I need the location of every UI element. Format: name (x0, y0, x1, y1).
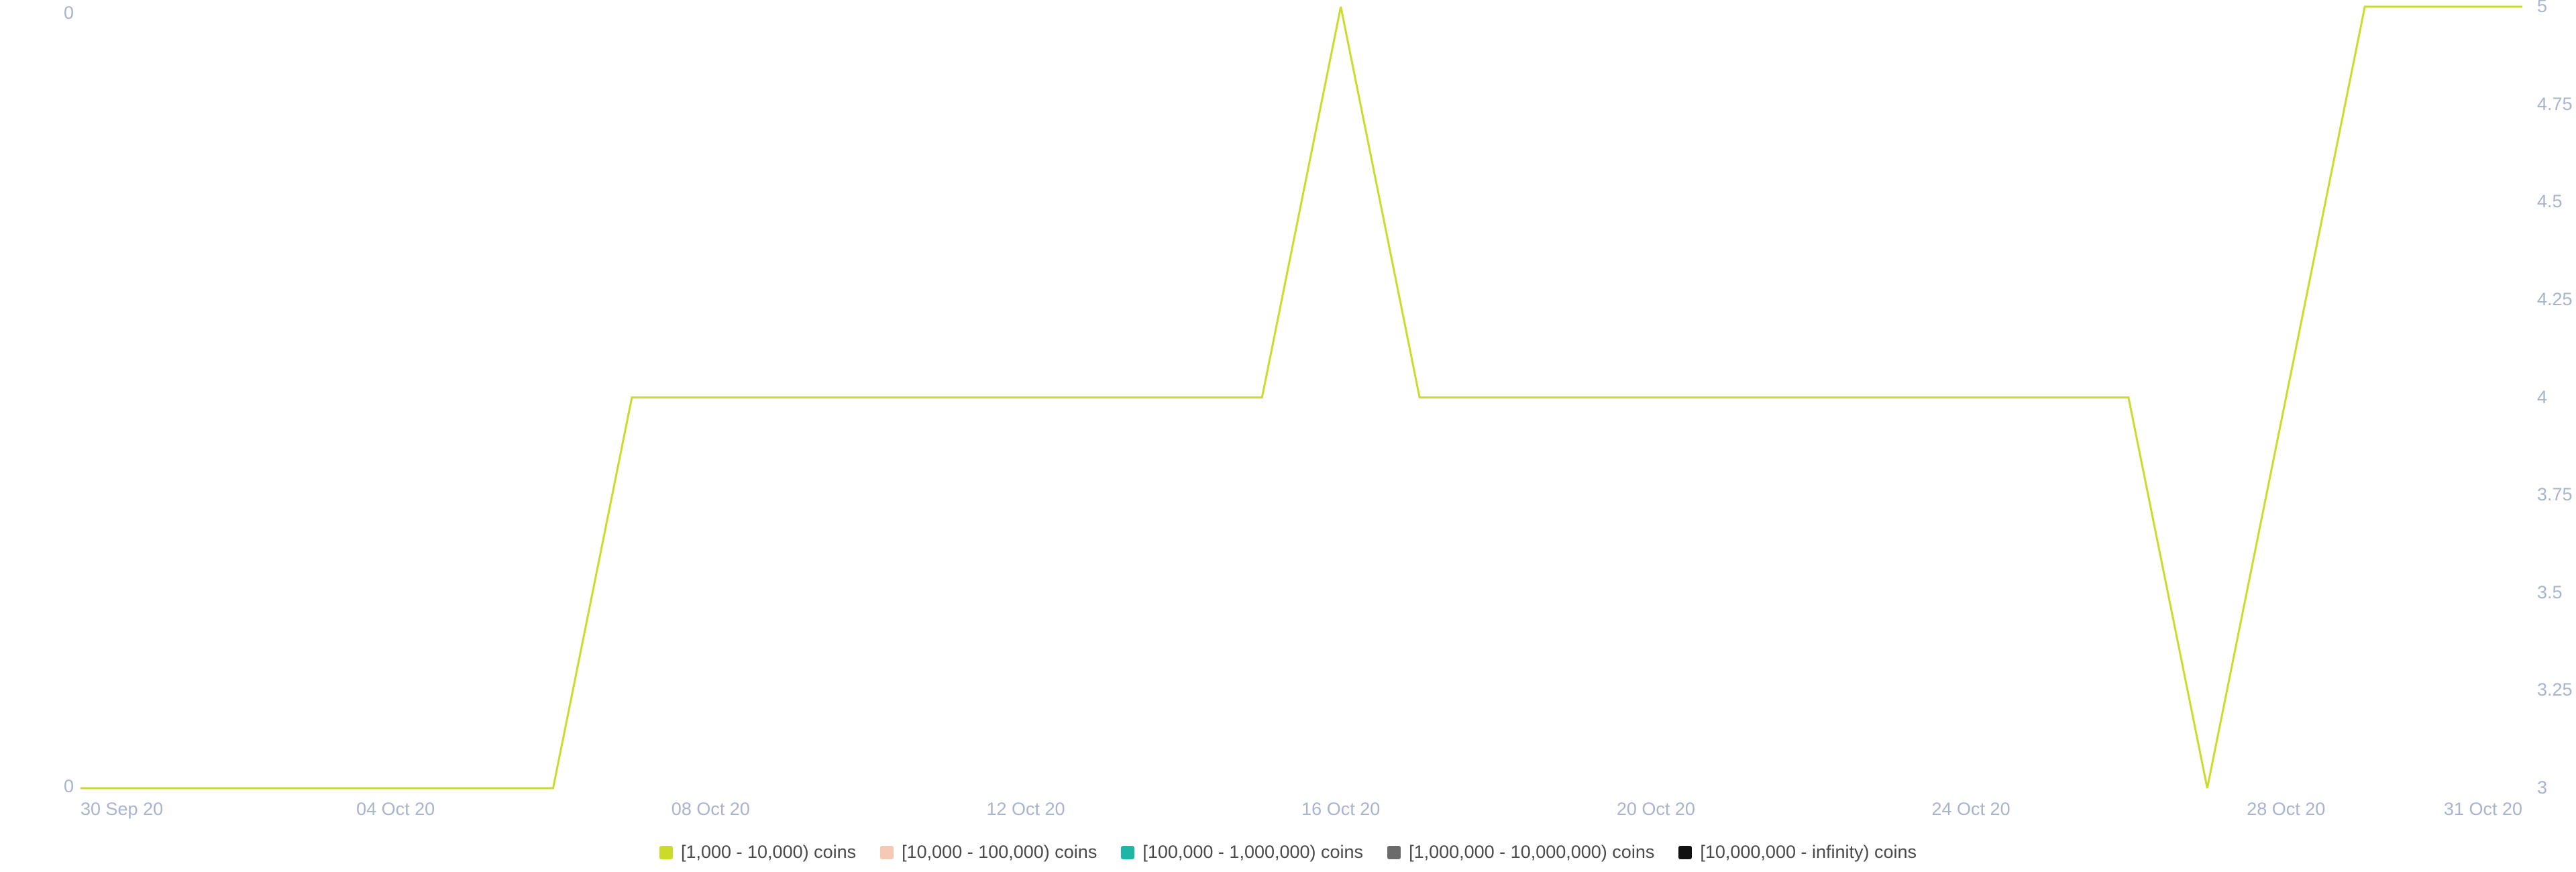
legend-label: [1,000 - 10,000) coins (681, 842, 856, 863)
legend-item[interactable]: [1,000,000 - 10,000,000) coins (1387, 842, 1654, 863)
x-tick: 28 Oct 20 (2247, 799, 2325, 820)
legend-label: [10,000 - 100,000) coins (902, 842, 1097, 863)
x-tick: 12 Oct 20 (986, 799, 1065, 820)
y-right-tick: 4.75 (2537, 94, 2573, 115)
x-tick: 20 Oct 20 (1617, 799, 1695, 820)
y-right-tick: 4.25 (2537, 289, 2573, 310)
legend-label: [10,000,000 - infinity) coins (1700, 842, 1917, 863)
series-line (80, 7, 2522, 788)
line-chart: 0 0 5 4.75 4.5 4.25 4 3.75 3.5 3.25 3 30 Sep 20 04 O… (0, 0, 2576, 872)
legend-label: [1,000,000 - 10,000,000) coins (1409, 842, 1654, 863)
legend-swatch (1678, 846, 1692, 859)
y-right-tick: 5 (2537, 0, 2547, 17)
y-right-tick: 3.5 (2537, 582, 2563, 603)
y-right-tick: 3.25 (2537, 679, 2573, 700)
legend-label: [100,000 - 1,000,000) coins (1142, 842, 1363, 863)
y-right-tick: 3 (2537, 777, 2547, 798)
legend-item[interactable]: [1,000 - 10,000) coins (659, 842, 856, 863)
legend-item[interactable]: [10,000 - 100,000) coins (880, 842, 1097, 863)
x-tick: 16 Oct 20 (1301, 799, 1380, 820)
legend-item[interactable]: [10,000,000 - infinity) coins (1678, 842, 1917, 863)
y-right-tick: 3.75 (2537, 484, 2573, 505)
legend-swatch (1387, 846, 1401, 859)
x-tick: 04 Oct 20 (356, 799, 435, 820)
y-left-tick: 0 (64, 3, 74, 23)
legend: [1,000 - 10,000) coins [10,000 - 100,000)… (0, 842, 2576, 863)
y-left-tick: 0 (64, 776, 74, 797)
legend-item[interactable]: [100,000 - 1,000,000) coins (1121, 842, 1363, 863)
legend-swatch (1121, 846, 1134, 859)
x-tick: 08 Oct 20 (672, 799, 750, 820)
x-tick: 30 Sep 20 (80, 799, 163, 820)
x-tick: 31 Oct 20 (2444, 799, 2522, 820)
x-tick: 24 Oct 20 (1932, 799, 2010, 820)
legend-swatch (659, 846, 673, 859)
y-right-tick: 4 (2537, 387, 2547, 408)
y-right-tick: 4.5 (2537, 191, 2563, 212)
legend-swatch (880, 846, 894, 859)
